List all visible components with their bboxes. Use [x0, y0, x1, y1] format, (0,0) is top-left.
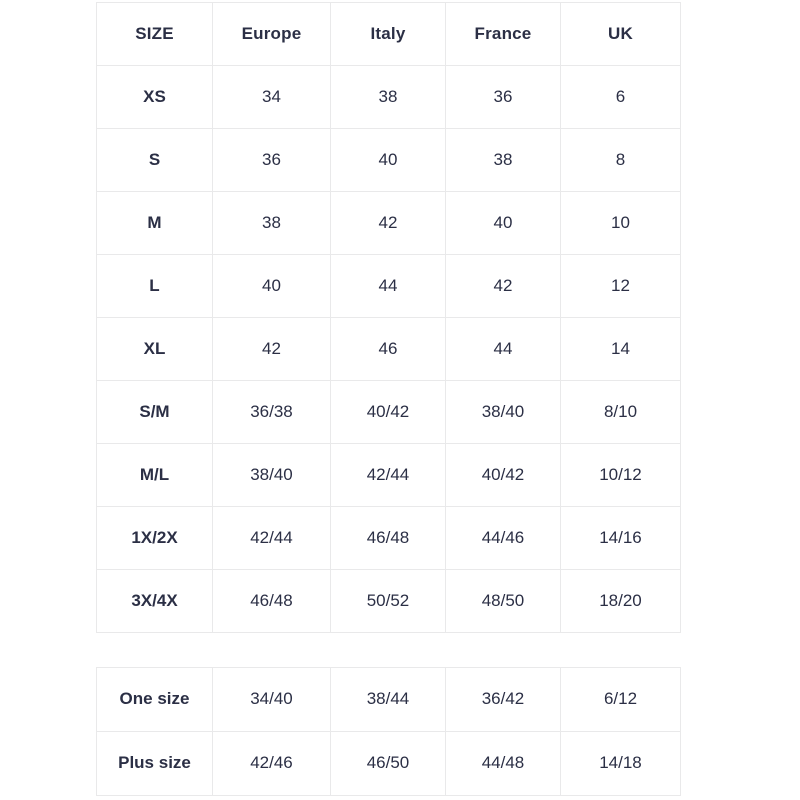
italy-cell: 42/44 — [330, 443, 446, 507]
table-row: M/L 38/40 42/44 40/42 10/12 — [96, 443, 681, 507]
france-cell: 40/42 — [445, 443, 561, 507]
italy-cell: 46 — [330, 317, 446, 381]
italy-cell: 38/44 — [330, 667, 446, 732]
uk-cell: 6/12 — [560, 667, 681, 732]
europe-cell: 42/44 — [212, 506, 331, 570]
size-label-cell: S/M — [96, 380, 213, 444]
uk-cell: 14/16 — [560, 506, 681, 570]
table-row: M 38 42 40 10 — [96, 191, 681, 255]
uk-cell: 12 — [560, 254, 681, 318]
size-label-cell: M/L — [96, 443, 213, 507]
italy-cell: 44 — [330, 254, 446, 318]
table-header-row: SIZE Europe Italy France UK — [96, 2, 681, 66]
uk-cell: 10 — [560, 191, 681, 255]
column-header-italy: Italy — [330, 2, 446, 66]
europe-cell: 38 — [212, 191, 331, 255]
size-label-cell: M — [96, 191, 213, 255]
europe-cell: 36/38 — [212, 380, 331, 444]
size-label-cell: One size — [96, 667, 213, 732]
france-cell: 38 — [445, 128, 561, 192]
europe-cell: 36 — [212, 128, 331, 192]
france-cell: 44/48 — [445, 731, 561, 796]
europe-cell: 38/40 — [212, 443, 331, 507]
size-label-cell: XS — [96, 65, 213, 129]
europe-cell: 34/40 — [212, 667, 331, 732]
france-cell: 48/50 — [445, 569, 561, 633]
uk-cell: 14/18 — [560, 731, 681, 796]
uk-cell: 8 — [560, 128, 681, 192]
column-header-size: SIZE — [96, 2, 213, 66]
column-header-france: France — [445, 2, 561, 66]
table-row: 1X/2X 42/44 46/48 44/46 14/16 — [96, 506, 681, 570]
table-row: XL 42 46 44 14 — [96, 317, 681, 381]
france-cell: 44/46 — [445, 506, 561, 570]
uk-cell: 8/10 — [560, 380, 681, 444]
size-label-cell: L — [96, 254, 213, 318]
uk-cell: 10/12 — [560, 443, 681, 507]
table-row: XS 34 38 36 6 — [96, 65, 681, 129]
uk-cell: 18/20 — [560, 569, 681, 633]
table-row: 3X/4X 46/48 50/52 48/50 18/20 — [96, 569, 681, 633]
france-cell: 36/42 — [445, 667, 561, 732]
table-row: S/M 36/38 40/42 38/40 8/10 — [96, 380, 681, 444]
italy-cell: 46/50 — [330, 731, 446, 796]
table-row: One size 34/40 38/44 36/42 6/12 — [96, 667, 681, 732]
france-cell: 42 — [445, 254, 561, 318]
size-label-cell: 1X/2X — [96, 506, 213, 570]
table-row: Plus size 42/46 46/50 44/48 14/18 — [96, 731, 681, 796]
table-row: S 36 40 38 8 — [96, 128, 681, 192]
italy-cell: 46/48 — [330, 506, 446, 570]
europe-cell: 42/46 — [212, 731, 331, 796]
size-label-cell: S — [96, 128, 213, 192]
size-label-cell: 3X/4X — [96, 569, 213, 633]
europe-cell: 42 — [212, 317, 331, 381]
france-cell: 38/40 — [445, 380, 561, 444]
column-header-uk: UK — [560, 2, 681, 66]
europe-cell: 40 — [212, 254, 331, 318]
italy-cell: 40/42 — [330, 380, 446, 444]
italy-cell: 42 — [330, 191, 446, 255]
europe-cell: 34 — [212, 65, 331, 129]
size-chart-container: SIZE Europe Italy France UK XS 34 38 36 … — [96, 2, 681, 796]
france-cell: 36 — [445, 65, 561, 129]
uk-cell: 14 — [560, 317, 681, 381]
main-size-table: SIZE Europe Italy France UK XS 34 38 36 … — [96, 2, 681, 633]
italy-cell: 50/52 — [330, 569, 446, 633]
table-row: L 40 44 42 12 — [96, 254, 681, 318]
france-cell: 44 — [445, 317, 561, 381]
table-spacer — [96, 633, 680, 667]
size-label-cell: XL — [96, 317, 213, 381]
alternate-size-table: One size 34/40 38/44 36/42 6/12 Plus siz… — [96, 667, 681, 796]
france-cell: 40 — [445, 191, 561, 255]
italy-cell: 38 — [330, 65, 446, 129]
europe-cell: 46/48 — [212, 569, 331, 633]
size-label-cell: Plus size — [96, 731, 213, 796]
italy-cell: 40 — [330, 128, 446, 192]
uk-cell: 6 — [560, 65, 681, 129]
column-header-europe: Europe — [212, 2, 331, 66]
